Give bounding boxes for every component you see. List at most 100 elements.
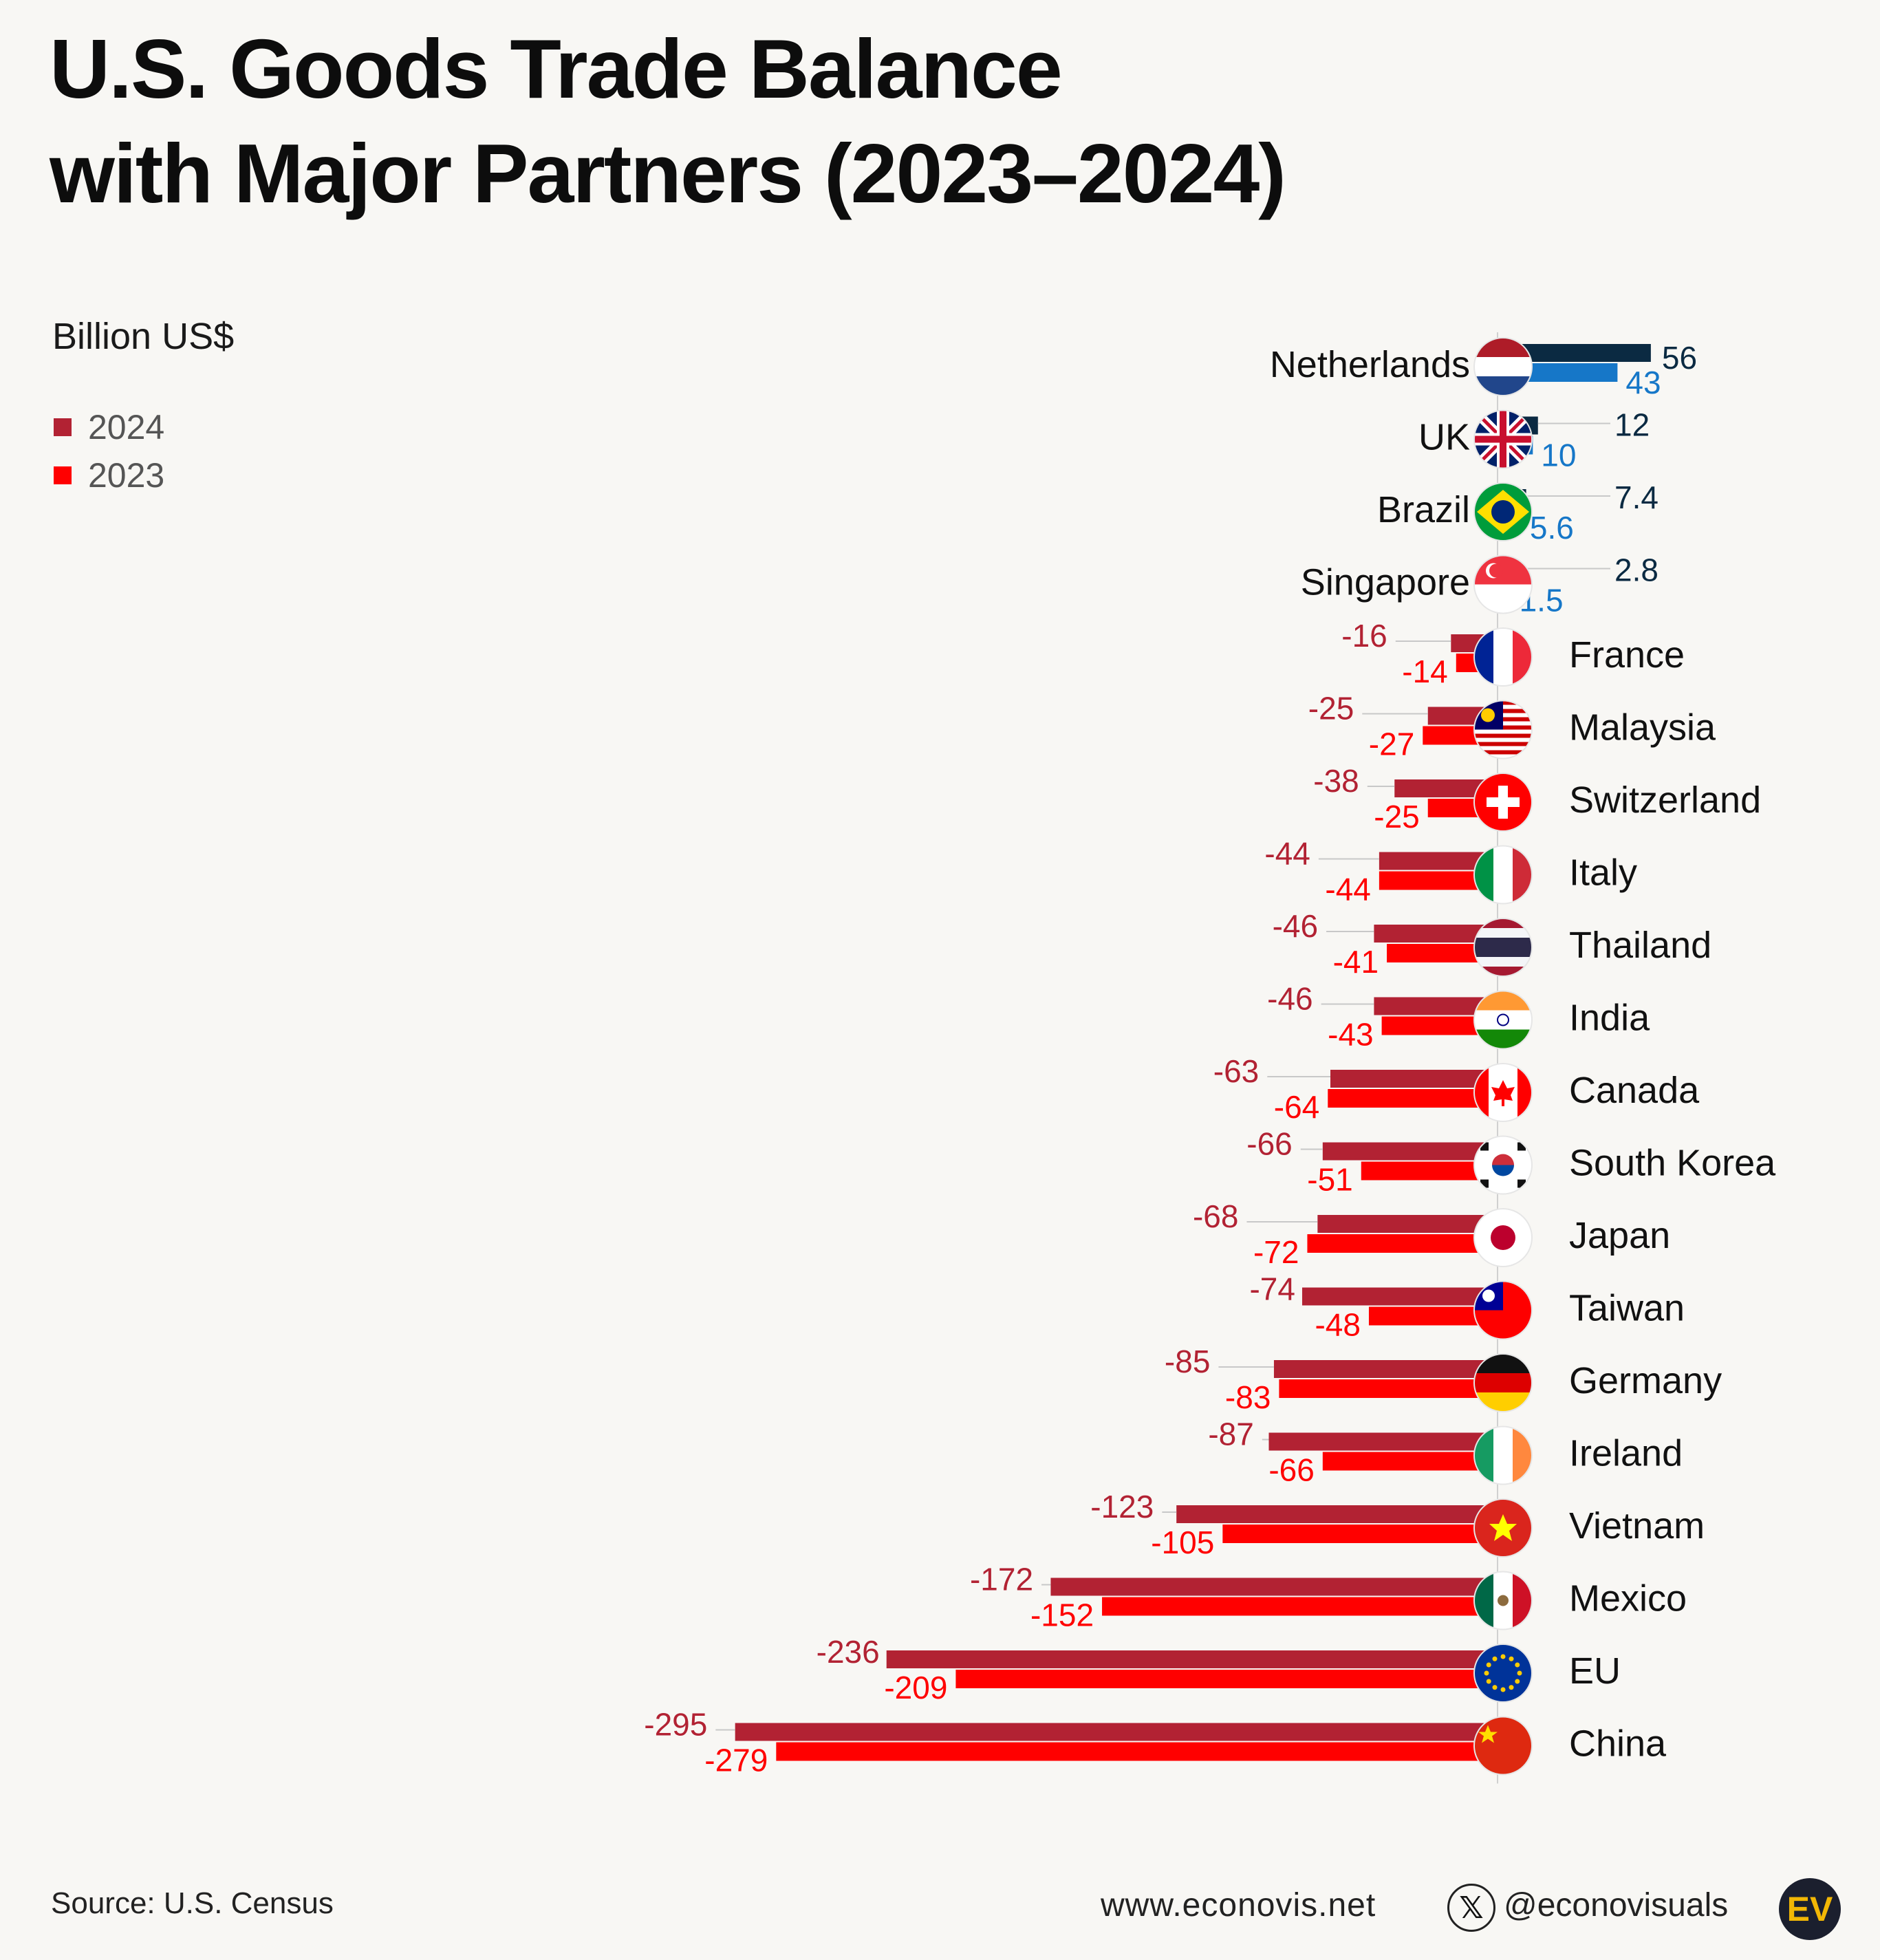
flag-outline [1473,1063,1533,1122]
value-label-2023: -27 [1369,726,1414,762]
bar-2023 [1307,1234,1492,1253]
star-icon [1486,1679,1491,1684]
value-label-2023: -152 [1030,1597,1094,1633]
value-label-2023: -72 [1253,1234,1299,1270]
flag-stripe [1513,628,1532,686]
flag-shape [1489,563,1503,578]
value-label-2023: -209 [884,1670,947,1705]
value-label-2024: -38 [1313,763,1359,799]
bar-2023 [1328,1089,1492,1108]
uk-flag-icon [1474,410,1532,469]
flag-stripe [1513,846,1532,904]
value-label-2024: -25 [1308,691,1354,726]
bar-2024 [886,1650,1492,1668]
flag-outline [1473,1353,1533,1412]
country-label: EU [1569,1650,1621,1692]
value-label-2023: -44 [1325,872,1370,907]
star-icon [1484,1670,1489,1676]
value-label-2024: 56 [1662,340,1697,376]
value-label-2024: -44 [1264,836,1310,872]
flag-shape [1517,1064,1532,1121]
value-label-2024: -46 [1267,981,1312,1017]
country-label: Switzerland [1569,779,1761,821]
star-icon [1509,1656,1514,1661]
bar-2024 [1379,852,1492,870]
chart-title: U.S. Goods Trade Balance with Major Part… [50,17,1286,226]
flag-shape [1492,1154,1514,1165]
country-label: South Korea [1569,1143,1776,1184]
flag-outline [1473,1498,1533,1558]
country-label: Ireland [1569,1433,1683,1474]
malaysia-flag-icon [1474,700,1532,759]
star-icon [1486,1662,1491,1668]
value-label-2023: -279 [704,1743,768,1778]
legend: 2024 2023 [54,403,164,499]
flag-stripe [1474,737,1532,742]
legend-swatch-2023 [54,466,72,484]
flag-stripe [1513,1426,1532,1485]
flag-stripe [1474,754,1532,759]
bar-2023 [1368,1306,1492,1326]
flag-stripe [1493,1426,1513,1485]
bar-2024 [1273,1360,1492,1378]
value-label-2023: -25 [1374,799,1419,834]
flag-stripe [1474,1010,1532,1030]
value-label-2024: 7.4 [1614,480,1658,515]
south-korea-flag-icon [1474,1136,1532,1194]
star-icon [1478,1725,1498,1743]
taiwan-flag-icon [1474,1281,1532,1339]
flag-stripe [1474,376,1532,396]
social-handle[interactable]: @econovisuals [1504,1887,1729,1924]
flag-shape [1492,1165,1514,1176]
value-label-2023: -48 [1315,1307,1360,1343]
country-label: Netherlands [1270,344,1470,385]
bar-2024 [1301,1287,1492,1306]
flag-outline [1473,1716,1533,1776]
country-label: Japan [1569,1215,1670,1256]
flag-outline [1473,409,1533,469]
flag-outline [1473,918,1533,977]
flag-outline [1473,337,1533,396]
star-icon [1509,1685,1514,1690]
bar-2024 [1176,1505,1492,1523]
value-label-2024: -68 [1193,1198,1238,1234]
bar-2023 [1102,1597,1492,1616]
flag-stripe [1474,729,1532,734]
bar-2023 [955,1670,1492,1688]
bar-2024 [735,1723,1492,1741]
brazil-flag-icon [1474,483,1532,541]
unit-label: Billion US$ [52,316,235,357]
x-logo-icon[interactable]: 𝕏 [1447,1884,1495,1932]
value-label-2024: 12 [1614,407,1650,443]
value-label-2023: -64 [1274,1089,1319,1125]
star-icon [1517,1670,1522,1676]
flag-stripe [1474,991,1532,1011]
flag-shape [1487,797,1520,807]
flag-outline [1473,1208,1533,1267]
flag-outline [1473,845,1533,905]
country-label: Malaysia [1569,707,1716,749]
star-icon [1492,1656,1498,1661]
value-label-2023: 5.6 [1530,510,1574,546]
title-line-2: with Major Partners (2023–2024) [50,127,1286,220]
value-label-2023: 10 [1541,438,1576,473]
bar-2023 [776,1742,1492,1761]
website-link[interactable]: www.econovis.net [1101,1887,1376,1924]
flag-stripe [1513,1571,1532,1630]
flag-outline [1473,773,1533,832]
flag-stripe [1474,1373,1532,1393]
country-label: France [1569,634,1685,676]
bar-2023 [1222,1525,1492,1543]
country-label: Canada [1569,1070,1700,1111]
bar-2023 [1379,871,1492,890]
value-label-2024: -172 [970,1562,1033,1597]
country-label: India [1569,998,1650,1039]
flag-stripe [1474,1029,1532,1049]
value-label-2024: -123 [1090,1489,1154,1525]
value-label-2023: -41 [1333,944,1379,980]
flag-stripe [1474,746,1532,751]
flag-outline [1473,627,1533,687]
switzerland-flag-icon [1474,773,1532,831]
flag-shape [1482,1289,1495,1302]
